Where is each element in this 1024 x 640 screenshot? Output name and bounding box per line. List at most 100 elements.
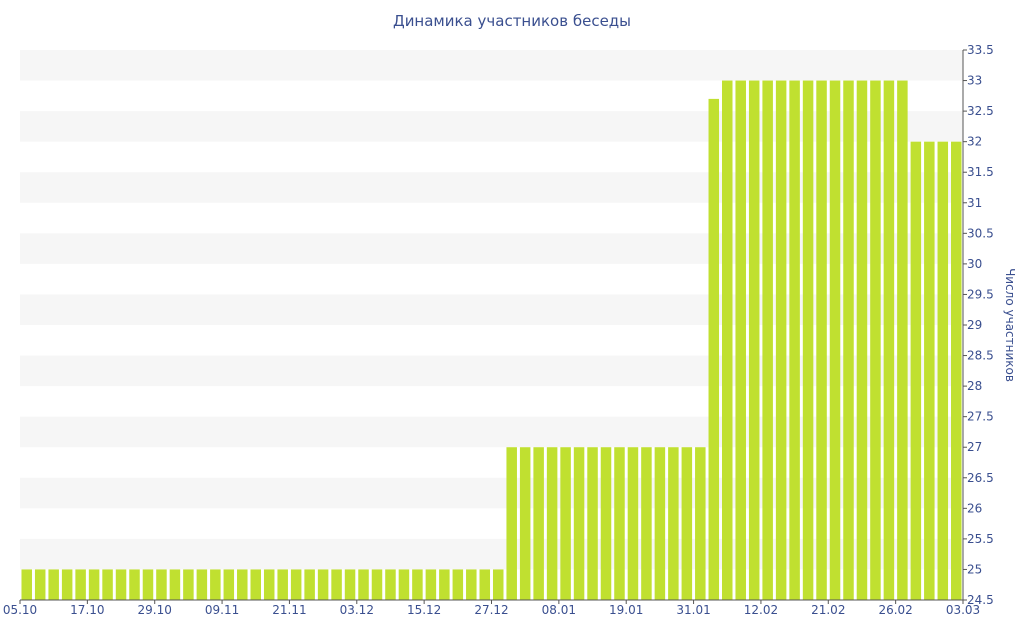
- bar: [277, 569, 288, 600]
- bar: [924, 141, 935, 600]
- chart-title: Динамика участников беседы: [392, 12, 632, 30]
- y-axis-label: Число участников: [1003, 268, 1017, 382]
- x-tick-label: 19.01: [609, 603, 643, 617]
- bar: [61, 569, 73, 600]
- bar: [708, 98, 720, 600]
- y-tick-label: 33.5: [967, 43, 994, 57]
- y-tick-label: 33: [967, 74, 982, 88]
- y-tick-label: 30: [967, 257, 982, 271]
- bar: [829, 80, 841, 601]
- bar: [398, 569, 410, 600]
- bar: [573, 447, 585, 600]
- bar: [34, 569, 46, 600]
- bar: [735, 80, 746, 601]
- bar: [533, 447, 544, 600]
- bar: [466, 569, 477, 600]
- bar: [183, 569, 194, 600]
- bar: [762, 80, 773, 601]
- bar: [668, 447, 679, 600]
- y-tick-label: 29: [967, 318, 982, 332]
- bar: [748, 80, 760, 601]
- bar: [654, 447, 666, 600]
- bar: [883, 80, 895, 601]
- bar: [843, 80, 854, 601]
- bar: [358, 569, 369, 600]
- bar: [802, 80, 814, 601]
- y-tick-label: 31: [967, 196, 982, 210]
- y-tick-label: 24.5: [967, 593, 994, 607]
- bar: [951, 141, 962, 600]
- y-tick-label: 26: [967, 501, 982, 515]
- bar: [156, 569, 167, 600]
- bar: [371, 569, 383, 600]
- bar: [385, 569, 396, 600]
- y-tick-label: 27: [967, 440, 982, 454]
- y-tick-label: 27.5: [967, 410, 994, 424]
- bar: [21, 569, 32, 600]
- x-tick-label: 03.03: [946, 603, 980, 617]
- bar: [102, 569, 113, 600]
- y-tick-label: 28: [967, 379, 982, 393]
- bar: [129, 569, 140, 600]
- bar: [789, 80, 800, 601]
- bar: [600, 447, 612, 600]
- bar: [223, 569, 235, 600]
- y-tick-label: 26.5: [967, 471, 994, 485]
- bar: [641, 447, 652, 600]
- bar: [910, 141, 922, 600]
- y-tick-label: 25: [967, 562, 982, 576]
- bar: [681, 447, 693, 600]
- grid-band: [20, 50, 963, 81]
- x-tick-label: 26.02: [878, 603, 912, 617]
- bar: [344, 569, 356, 600]
- bar: [263, 569, 275, 600]
- x-tick-label: 08.01: [542, 603, 576, 617]
- bar: [816, 80, 827, 601]
- x-tick-label: 03.12: [340, 603, 374, 617]
- bar: [331, 569, 342, 600]
- bar: [290, 569, 302, 600]
- y-tick-label: 28.5: [967, 349, 994, 363]
- bar: [560, 447, 571, 600]
- bar: [775, 80, 787, 601]
- y-tick-label: 31.5: [967, 165, 994, 179]
- bar: [870, 80, 881, 601]
- bar: [479, 569, 491, 600]
- y-tick-label: 29.5: [967, 287, 994, 301]
- x-tick-label: 21.02: [811, 603, 845, 617]
- bar: [439, 569, 450, 600]
- bar: [88, 569, 100, 600]
- bar: [587, 447, 598, 600]
- y-tick-label: 32: [967, 135, 982, 149]
- bar: [519, 447, 531, 600]
- y-tick-label: 32.5: [967, 104, 994, 118]
- bar: [546, 447, 558, 600]
- bar: [695, 447, 706, 600]
- bar: [412, 569, 423, 600]
- x-tick-label: 12.02: [744, 603, 778, 617]
- bar: [48, 569, 59, 600]
- x-tick-label: 09.11: [205, 603, 239, 617]
- bar: [937, 141, 949, 600]
- x-tick-label: 17.10: [70, 603, 104, 617]
- bar: [452, 569, 464, 600]
- y-tick-label: 25.5: [967, 532, 994, 546]
- bar: [627, 447, 639, 600]
- bar: [75, 569, 86, 600]
- x-tick-label: 05.10: [3, 603, 37, 617]
- bar: [492, 569, 504, 600]
- bar: [317, 569, 329, 600]
- bar: [196, 569, 208, 600]
- x-tick-label: 29.10: [138, 603, 172, 617]
- bar: [506, 447, 517, 600]
- bar: [142, 569, 154, 600]
- bar: [304, 569, 315, 600]
- bar: [115, 569, 127, 600]
- x-tick-label: 15.12: [407, 603, 441, 617]
- bar: [250, 569, 262, 600]
- bar: [897, 80, 908, 601]
- bar: [721, 80, 733, 601]
- bar: [210, 569, 221, 600]
- x-tick-label: 31.01: [676, 603, 710, 617]
